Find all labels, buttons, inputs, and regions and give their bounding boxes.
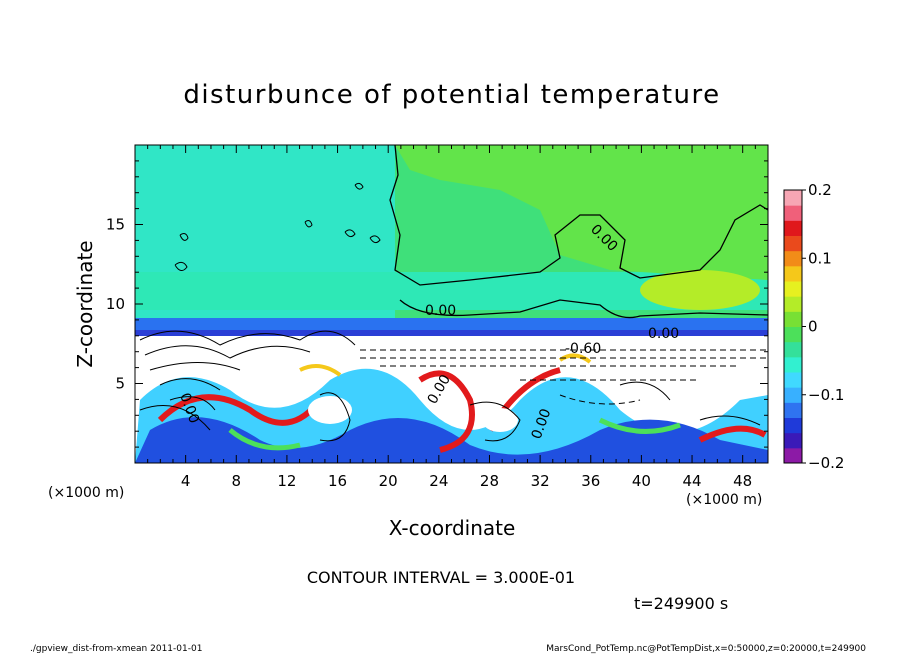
colorbar-swatch: [784, 356, 802, 373]
dense-contours-left: [139, 330, 356, 411]
dashed-contours: [360, 349, 768, 405]
x-tick-label: 20: [379, 472, 398, 490]
colorbar-tick-label: 0: [808, 318, 818, 336]
colorbar-swatch: [784, 326, 802, 343]
colorbar-swatch: [784, 190, 802, 206]
colorbar-tick-label: −0.2: [808, 454, 844, 472]
colorbar-swatch: [784, 387, 802, 403]
heatmap-field: [135, 145, 768, 463]
lower-contours: [139, 381, 761, 442]
colorbar-tick-label: 0.2: [808, 181, 832, 199]
colorbar-swatch: [784, 432, 802, 449]
colorbar-swatch: [784, 281, 802, 297]
x-tick-label: 28: [480, 472, 499, 490]
footer-right: MarsCond_PotTemp.nc@PotTempDist,x=0:5000…: [546, 644, 866, 654]
x-tick-label: 8: [232, 472, 242, 490]
x-tick-label: 48: [733, 472, 752, 490]
colorbar-swatch: [784, 402, 802, 418]
green-region: [395, 145, 768, 280]
x-unit-label: (×1000 m): [686, 492, 762, 508]
zero-contour: [389, 145, 768, 286]
y-unit-label: (×1000 m): [48, 485, 124, 501]
chart-title: disturbunce of potential temperature: [183, 80, 720, 110]
white-core-3: [610, 372, 670, 408]
red-swirl-far-right: [698, 425, 767, 443]
x-tick-label: 12: [277, 472, 296, 490]
yellow-patch: [640, 270, 760, 310]
contour-label: -0.60: [565, 341, 601, 357]
colorbar-swatch: [784, 447, 802, 464]
colorbar: [784, 190, 802, 464]
contour-interval-note: CONTOUR INTERVAL = 3.000E-01: [307, 568, 575, 587]
colorbar-swatch: [784, 235, 802, 252]
green-swirl: [228, 417, 681, 451]
colorbar-swatch: [784, 372, 802, 388]
x-tick-label: 36: [581, 472, 600, 490]
colorbar-swatch: [784, 205, 802, 221]
white-core-2: [482, 408, 518, 432]
colorbar-swatch: [784, 220, 802, 236]
island-contours: [174, 182, 381, 271]
contour-label: 0.00: [425, 303, 456, 319]
y-axis: 5 10 15: [106, 160, 768, 448]
y-tick-label: 15: [106, 216, 125, 234]
yellow-swirl: [299, 353, 592, 377]
x-tick-label: 40: [632, 472, 651, 490]
y-tick-label: 5: [115, 375, 125, 393]
colorbar-swatch: [784, 250, 802, 267]
colorbar-tick-label: 0.1: [808, 249, 832, 267]
red-swirl-left: [157, 394, 323, 426]
colorbar-swatch: [784, 265, 802, 282]
red-swirl-mid: [418, 370, 475, 453]
x-axis-label: X-coordinate: [389, 516, 516, 540]
y-axis-label: Z-coordinate: [73, 240, 97, 367]
y-tick-label: 10: [106, 295, 125, 313]
colorbar-swatch: [784, 311, 802, 327]
time-note: t=249900 s: [634, 594, 728, 613]
colorbar-swatch: [784, 296, 802, 312]
x-tick-label: 24: [429, 472, 448, 490]
colorbar-swatch: [784, 417, 802, 434]
x-tick-label: 4: [181, 472, 191, 490]
dark-blue-line: [135, 330, 768, 336]
x-axis: 4 8 12 16 20 24 28 32 36 40 44 48: [147, 145, 756, 490]
x-tick-label: 16: [328, 472, 347, 490]
x-tick-label: 44: [682, 472, 701, 490]
colorbar-swatch: [784, 341, 802, 358]
colorbar-ticks: 0.2 0.1 0 −0.1 −0.2: [802, 181, 844, 472]
lower-blue-swirls: [135, 417, 768, 463]
zero-contour-lower: [399, 299, 768, 319]
x-tick-label: 32: [531, 472, 550, 490]
contour-label: 0.00: [648, 326, 679, 342]
footer-left: ./gpview_dist-from-xmean 2011-01-01: [30, 644, 202, 654]
colorbar-tick-label: −0.1: [808, 386, 844, 404]
white-core-1: [308, 396, 352, 424]
